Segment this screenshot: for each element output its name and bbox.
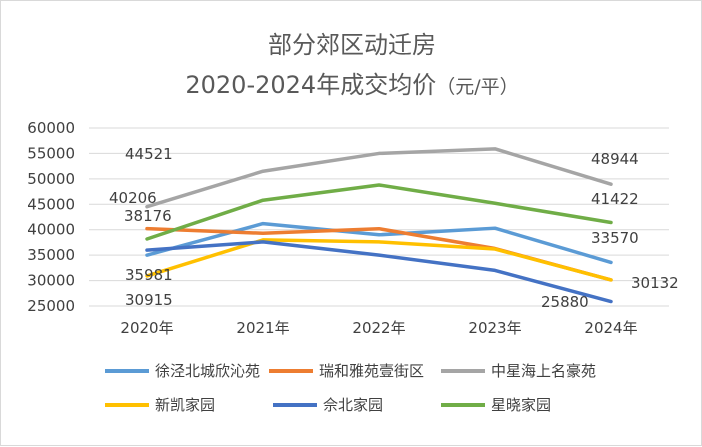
- series-line-2: [145, 147, 613, 209]
- x-tick-label-1: 2021年: [236, 319, 289, 337]
- data-label-48944: 48944: [591, 150, 639, 168]
- legend: 徐泾北城欣沁苑 瑞和雅苑壹街区 中星海上名豪苑 新凯家园 佘北家园 星晓家园: [105, 362, 596, 414]
- y-tick-label-25000: 25000: [27, 297, 75, 315]
- x-tick-label-2: 2022年: [352, 319, 405, 337]
- y-tick-label-60000: 60000: [27, 119, 75, 137]
- y-tick-label-50000: 50000: [27, 170, 75, 188]
- chart-title-line2: 2020-2024年成交均价（元/平）: [185, 71, 518, 99]
- data-label-38176: 38176: [124, 207, 172, 225]
- legend-label-xingxiao: 星晓家园: [491, 396, 551, 414]
- series-line-5: [145, 183, 613, 241]
- series-line-4: [145, 240, 613, 304]
- data-labels: 44521 40206 38176 35981 30915 48944 4142…: [109, 145, 679, 311]
- y-tick-label-40000: 40000: [27, 221, 75, 239]
- series-line-0: [145, 221, 613, 265]
- chart-title-unit: （元/平）: [436, 76, 518, 98]
- legend-label-shebei: 佘北家园: [323, 396, 383, 414]
- legend-label-xinkai: 新凯家园: [155, 396, 215, 414]
- legend-label-ruihe: 瑞和雅苑壹街区: [319, 362, 424, 380]
- y-tick-label-55000: 55000: [27, 144, 75, 162]
- data-label-40206: 40206: [109, 189, 157, 207]
- series-line-3: [145, 238, 613, 282]
- x-tick-label-0: 2020年: [120, 319, 173, 337]
- data-label-35981: 35981: [125, 266, 173, 284]
- data-label-30132: 30132: [631, 274, 679, 292]
- y-axis-ticks: 60000 55000 50000 45000 40000 35000 30000 25000: [27, 119, 75, 315]
- x-axis-ticks: 2020年 2021年 2022年 2023年 2024年: [120, 319, 637, 337]
- x-tick-label-3: 2023年: [468, 319, 521, 337]
- data-label-30915: 30915: [125, 291, 173, 309]
- data-label-44521: 44521: [125, 145, 173, 163]
- legend-label-zhongxing: 中星海上名豪苑: [491, 362, 596, 380]
- data-label-33570: 33570: [591, 229, 639, 247]
- data-label-25880: 25880: [541, 293, 589, 311]
- y-tick-label-30000: 30000: [27, 272, 75, 290]
- series-lines: [145, 147, 613, 304]
- chart-title-main: 2020-2024年成交均价: [185, 71, 436, 99]
- data-label-41422: 41422: [591, 190, 639, 208]
- x-tick-label-4: 2024年: [584, 319, 637, 337]
- y-tick-label-45000: 45000: [27, 195, 75, 213]
- chart-title-line1: 部分郊区动迁房: [268, 31, 436, 59]
- y-tick-label-35000: 35000: [27, 246, 75, 264]
- legend-label-xujing: 徐泾北城欣沁苑: [155, 362, 260, 380]
